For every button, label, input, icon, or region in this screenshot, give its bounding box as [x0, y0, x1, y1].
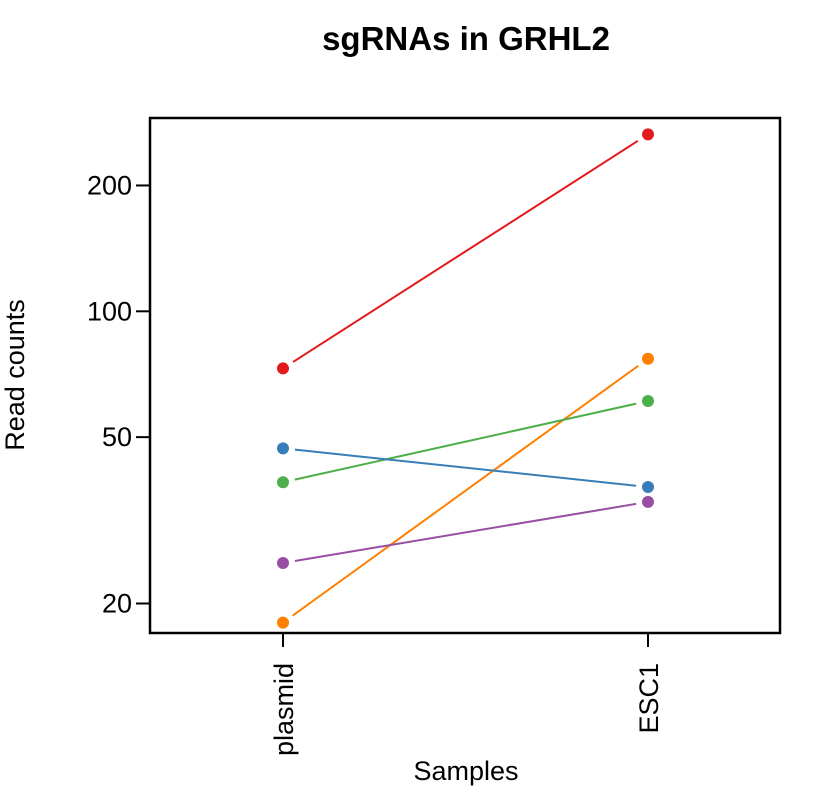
- y-axis: 20 50 100 200: [87, 170, 151, 618]
- y-tick-label: 200: [87, 170, 132, 200]
- y-tick-label: 20: [102, 588, 132, 618]
- data-point: [277, 476, 289, 489]
- series-line: [292, 364, 639, 617]
- chart-title: sgRNAs in GRHL2: [322, 20, 610, 57]
- data-point: [277, 556, 289, 569]
- y-tick-label: 50: [102, 422, 132, 452]
- x-tick-label: plasmid: [269, 663, 299, 756]
- series-line: [294, 402, 637, 481]
- y-tick-label: 100: [87, 296, 132, 326]
- data-point: [642, 128, 654, 141]
- data-point: [642, 495, 654, 508]
- x-axis-title: Samples: [413, 756, 518, 786]
- data-point: [277, 442, 289, 455]
- x-tick-label: ESC1: [634, 663, 664, 734]
- series-line: [294, 448, 637, 487]
- data-point: [642, 480, 654, 493]
- plot-frame: [148, 116, 782, 635]
- data-point: [642, 352, 654, 365]
- series-line: [294, 502, 637, 562]
- data-point: [642, 395, 654, 408]
- data-point: [277, 362, 289, 375]
- y-axis-title: Read counts: [0, 299, 30, 451]
- chart-marks: [277, 128, 654, 629]
- series-line: [292, 140, 639, 363]
- x-axis: plasmid ESC1: [269, 632, 664, 756]
- data-point: [277, 616, 289, 629]
